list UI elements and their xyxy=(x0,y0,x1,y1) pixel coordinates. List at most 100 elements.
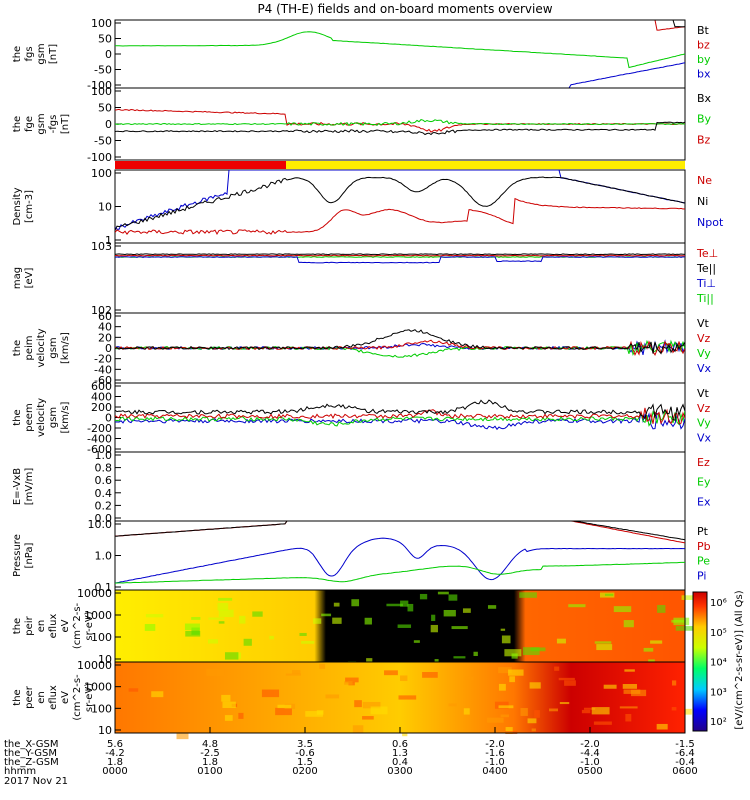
spectrogram-texture xyxy=(384,670,398,676)
spectrogram-texture xyxy=(656,723,668,730)
x-tick-label: -1.6 xyxy=(485,748,505,759)
y-axis-label: sr-eV) xyxy=(84,611,95,640)
series-line xyxy=(115,399,685,422)
spectrogram-texture xyxy=(364,617,372,625)
spectrogram-texture xyxy=(650,640,663,644)
spectrogram-texture xyxy=(462,608,471,613)
y-tick-label: 400 xyxy=(91,391,112,404)
spectrogram-texture xyxy=(684,708,692,715)
spectrogram-texture xyxy=(207,639,219,644)
spectrogram-texture xyxy=(299,632,307,636)
spectrogram-texture xyxy=(344,681,353,685)
legend-peim: Vx xyxy=(697,362,712,375)
x-tick-label: 0500 xyxy=(577,766,602,777)
legend-temperature: Te⊥ xyxy=(696,247,718,260)
legend-peem: Vx xyxy=(697,431,712,444)
y-axis-label: velocity xyxy=(36,328,47,367)
panel-fge: -100 -50 0 50 100 the fge gsm -fgs [nT] Bx By Bz xyxy=(12,85,712,164)
spectrogram-texture xyxy=(319,663,326,669)
y-axis-label: gsm xyxy=(48,407,59,428)
x-tick-label: -4.2 xyxy=(105,748,125,759)
series-line xyxy=(115,256,685,264)
spectrogram-texture xyxy=(581,709,591,714)
spectrogram-texture xyxy=(332,617,342,624)
spectrogram-texture xyxy=(529,682,541,689)
y-tick-label: -40 xyxy=(94,363,112,376)
spectrogram-texture xyxy=(398,695,417,700)
x-tick-label: 0000 xyxy=(102,766,127,777)
panel-peir: 10 100 1000 10000 the peir en eflux eV (cm^2-s-sr… xyxy=(12,587,697,668)
y-tick-label: 10 xyxy=(98,201,112,214)
spectrogram-texture xyxy=(305,711,323,717)
series-group xyxy=(115,20,685,88)
spectrogram-texture xyxy=(500,628,506,631)
y-axis-label: fgs xyxy=(24,46,35,61)
spectrogram-texture xyxy=(531,728,536,732)
y-tick-label: 60 xyxy=(98,310,112,323)
y-axis-label: -fgs xyxy=(48,115,59,134)
spectrogram-texture xyxy=(333,602,340,607)
spectrogram-texture xyxy=(596,644,613,651)
legend-fgs: Bt xyxy=(697,24,710,37)
spectrogram-texture xyxy=(222,701,236,709)
spectrogram-texture xyxy=(218,609,234,618)
y-axis-label: E=-VxB xyxy=(12,468,23,505)
spectrogram-texture xyxy=(430,624,438,633)
series-group xyxy=(115,253,685,264)
legend-pressure: Pb xyxy=(697,540,711,553)
spectrogram-texture xyxy=(473,651,478,657)
spectrogram-texture xyxy=(508,669,524,676)
spectrogram-texture xyxy=(151,691,164,698)
spectrogram-texture xyxy=(345,677,359,683)
legend-peem: Vt xyxy=(697,387,710,400)
series-line xyxy=(115,108,685,133)
legend-efield: Ez xyxy=(697,456,710,469)
spectrogram-texture xyxy=(321,613,332,617)
y-axis-label: en xyxy=(36,691,47,704)
y-axis-label: [nT] xyxy=(48,44,59,64)
panel-frame-peem xyxy=(114,382,686,453)
x-tick-label: -6.4 xyxy=(675,748,695,759)
panel-frame-pressure xyxy=(114,520,686,591)
panel-mode xyxy=(115,161,685,169)
y-axis-label: Pressure xyxy=(12,534,23,577)
legend-temperature: Ti|| xyxy=(696,292,714,305)
spectrogram-texture xyxy=(464,676,474,680)
series-line xyxy=(115,410,685,427)
spectrogram-texture xyxy=(505,727,513,734)
x-tick-label: 0300 xyxy=(387,766,412,777)
legend-density: Ni xyxy=(697,195,708,208)
x-axis-row-label: the_Z-GSM xyxy=(4,757,59,768)
y-axis-label: peir xyxy=(24,615,35,635)
spectrogram-texture xyxy=(236,652,242,659)
legend-efield: Ey xyxy=(697,476,711,489)
y-axis-label: eV xyxy=(60,619,71,632)
y-axis-label: the xyxy=(12,689,23,705)
y-tick-label: 50 xyxy=(98,33,112,46)
spectrogram-texture xyxy=(239,615,246,624)
spectrogram-texture xyxy=(498,705,514,709)
spectrogram-texture xyxy=(619,706,638,709)
series-line xyxy=(115,170,685,230)
spectrogram-texture xyxy=(238,712,244,719)
spectrogram-texture xyxy=(221,694,231,702)
x-tick-label: 1.5 xyxy=(297,757,313,768)
spectrogram-texture xyxy=(419,593,428,600)
y-tick-label: -50 xyxy=(94,64,112,77)
spectrogram-texture xyxy=(224,652,239,660)
spectrogram-texture xyxy=(624,669,635,672)
spectrogram-texture xyxy=(554,666,560,671)
y-tick-label: 0.8 xyxy=(95,462,113,475)
mode-bar-segment xyxy=(115,161,286,169)
spectrogram-texture xyxy=(500,714,509,718)
y-axis-label: (cm^2-s- xyxy=(72,602,83,649)
y-axis-label: [km/s] xyxy=(60,332,71,364)
spectrogram-texture xyxy=(520,708,528,716)
y-axis-label: sr-eV) xyxy=(84,683,95,712)
x-tick-label: 5.6 xyxy=(107,739,123,750)
spectrogram-texture xyxy=(277,704,292,709)
y-tick-label: 103 xyxy=(91,240,112,253)
panel-frame-fgs xyxy=(114,19,686,89)
spectrogram-texture xyxy=(362,716,374,720)
spectrogram-texture xyxy=(487,605,497,609)
